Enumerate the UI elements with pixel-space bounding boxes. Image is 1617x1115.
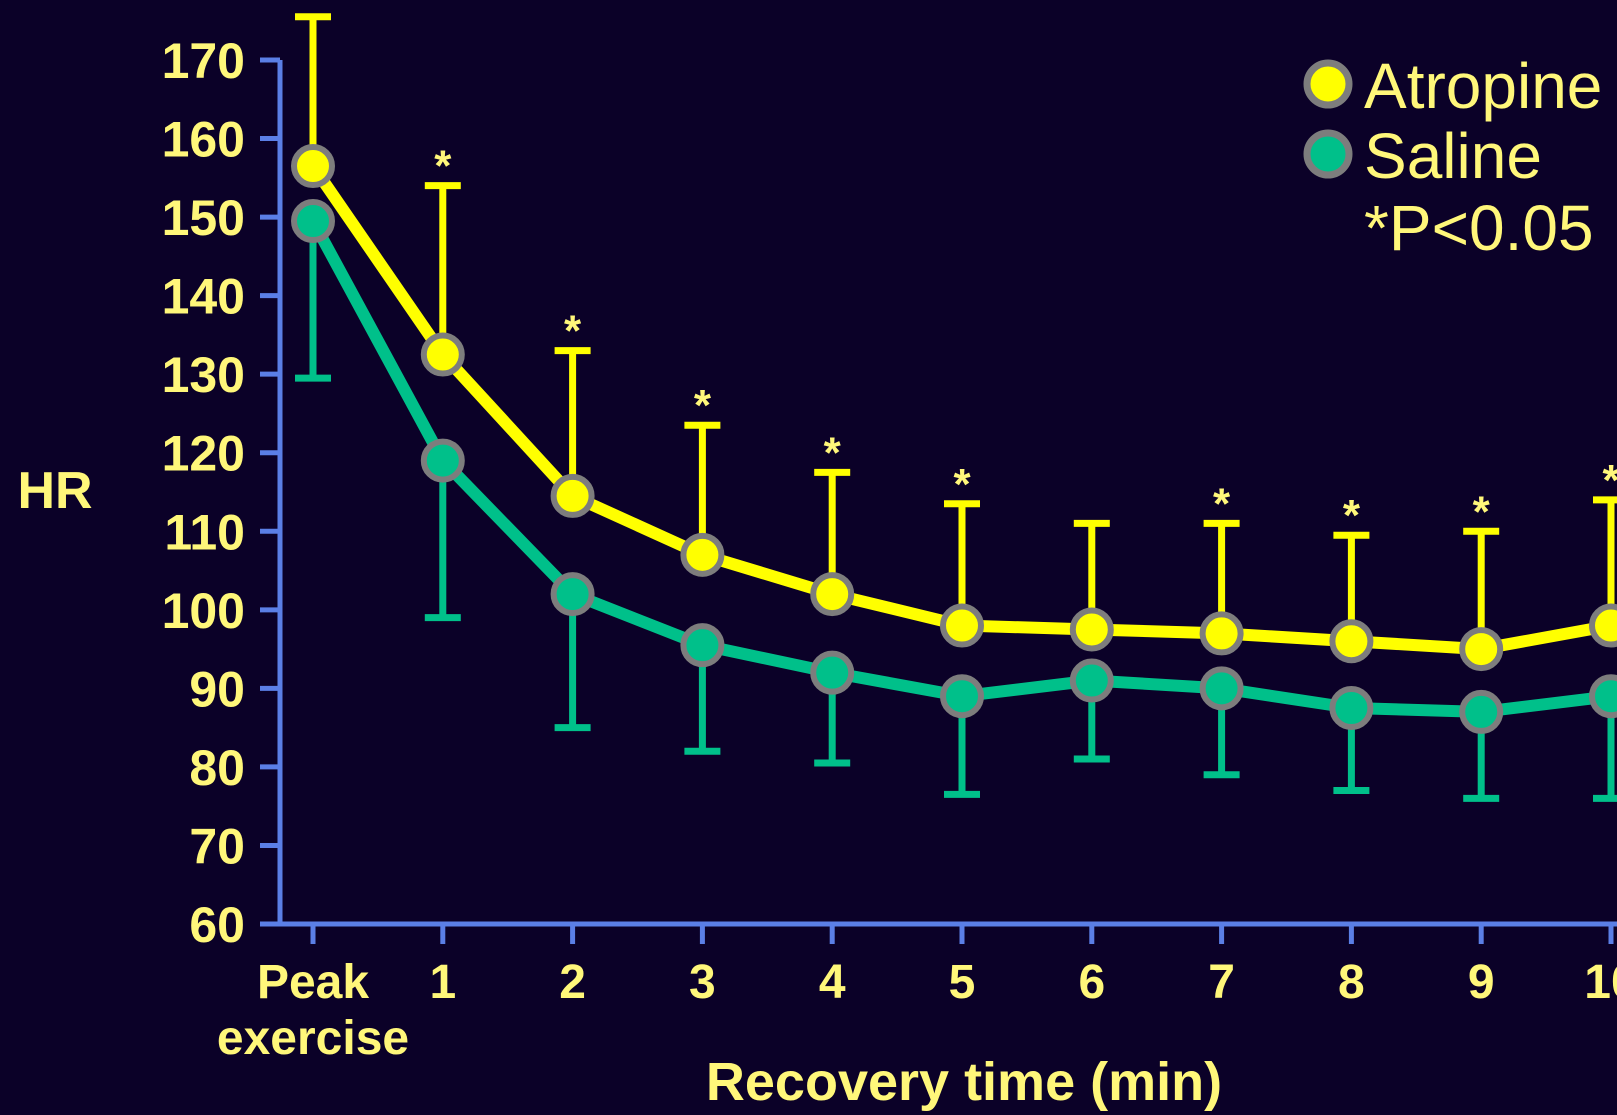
data-point-atropine-3 (680, 532, 725, 577)
error-bar-atropine-1 (424, 182, 461, 355)
error-bar-saline-peak-exercise (295, 221, 331, 382)
y-tick-label-110: 110 (164, 504, 245, 560)
legend-label-atropine: Atropine (1364, 50, 1602, 122)
significance-star-8: * (1343, 491, 1361, 540)
error-bar-atropine-peak-exercise (295, 13, 331, 167)
legend-significance-note: *P<0.05 (1364, 192, 1594, 264)
data-point-atropine-8 (1329, 619, 1374, 664)
data-point-saline-7 (1199, 666, 1244, 711)
y-tick-label-120: 120 (162, 426, 245, 482)
data-point-atropine-2 (550, 473, 595, 518)
x-tick-label-4: 4 (819, 956, 846, 1009)
x-tick-label-line: 6 (1078, 956, 1105, 1009)
y-axis-label: HR (17, 462, 92, 520)
data-point-saline-3 (680, 623, 725, 668)
y-tick-label-130: 130 (162, 347, 245, 403)
x-tick-label-1: 1 (429, 956, 456, 1009)
y-tick-label-100: 100 (162, 583, 245, 639)
x-tick-label-line: 3 (689, 956, 716, 1009)
x-tick-label-line: 4 (819, 956, 846, 1009)
x-tick-label-line: 9 (1468, 956, 1495, 1009)
data-point-atropine-4 (810, 572, 855, 617)
data-point-atropine-5 (940, 603, 984, 648)
x-tick-label-3: 3 (689, 956, 716, 1009)
legend-label-saline: Saline (1364, 120, 1542, 192)
data-point-atropine-1 (420, 332, 465, 377)
x-tick-label-line: exercise (217, 1012, 409, 1065)
significance-star-10: * (1602, 456, 1617, 505)
y-axis-ticks: 60 70 80 90 100 110 120 130 140 150 160 170 (162, 33, 280, 953)
x-tick-label-line: 7 (1208, 956, 1235, 1009)
data-point-atropine-9 (1459, 627, 1504, 672)
x-tick-label-6: 6 (1078, 956, 1105, 1009)
data-point-atropine-7 (1199, 611, 1244, 656)
y-tick-label-160: 160 (162, 112, 245, 168)
significance-markers: * * * * * * * * * (434, 142, 1617, 541)
data-point-atropine-peak-exercise (291, 144, 335, 189)
x-tick-label-10: 10 (1584, 956, 1617, 1009)
error-bar-saline-2 (554, 594, 591, 732)
x-tick-label-line: 5 (949, 956, 976, 1009)
x-tick-label-line: 8 (1338, 956, 1365, 1009)
data-point-saline-5 (940, 674, 984, 719)
data-point-saline-2 (550, 572, 595, 617)
x-axis-label: Recovery time (min) (706, 1052, 1222, 1112)
data-point-saline-peak-exercise (291, 199, 335, 244)
x-tick-label-9: 9 (1468, 956, 1495, 1009)
x-tick-label-line: 10 (1584, 956, 1617, 1009)
significance-star-5: * (953, 460, 971, 509)
y-tick-label-150: 150 (162, 190, 245, 246)
x-tick-label-line: 2 (559, 956, 586, 1009)
error-bar-atropine-2 (554, 347, 591, 496)
data-point-saline-10 (1589, 674, 1617, 719)
y-tick-label-80: 80 (189, 740, 245, 796)
error-bar-saline-1 (424, 460, 461, 622)
significance-star-7: * (1213, 479, 1231, 528)
legend-marker-saline (1303, 129, 1353, 179)
y-tick-label-170: 170 (162, 33, 245, 89)
data-point-atropine-10 (1589, 603, 1617, 648)
y-tick-label-70: 70 (189, 818, 245, 874)
axes (277, 60, 1617, 927)
legend-marker-atropine (1303, 59, 1353, 109)
x-tick-label-8: 8 (1338, 956, 1365, 1009)
y-tick-label-90: 90 (189, 661, 245, 717)
x-tick-label-line: Peak (257, 956, 369, 1009)
series-points (291, 144, 1617, 734)
significance-star-3: * (694, 381, 712, 430)
significance-star-2: * (564, 307, 582, 356)
data-point-saline-6 (1069, 658, 1114, 703)
data-point-atropine-6 (1069, 607, 1114, 652)
significance-star-4: * (824, 428, 842, 477)
significance-star-9: * (1473, 487, 1491, 536)
x-tick-label-2: 2 (559, 956, 586, 1009)
y-tick-label-60: 60 (189, 897, 245, 953)
data-point-saline-8 (1329, 686, 1374, 730)
significance-star-1: * (434, 142, 452, 191)
x-tick-label-7: 7 (1208, 956, 1235, 1009)
data-point-saline-9 (1459, 689, 1504, 734)
y-tick-label-140: 140 (162, 269, 245, 325)
x-tick-label-5: 5 (949, 956, 976, 1009)
x-tick-label-line: 1 (429, 956, 456, 1009)
x-tick-label-peak-exercise: Peak exercise (217, 956, 409, 1065)
data-point-saline-4 (810, 650, 855, 695)
data-point-saline-1 (420, 438, 465, 483)
error-bars (295, 13, 1617, 802)
